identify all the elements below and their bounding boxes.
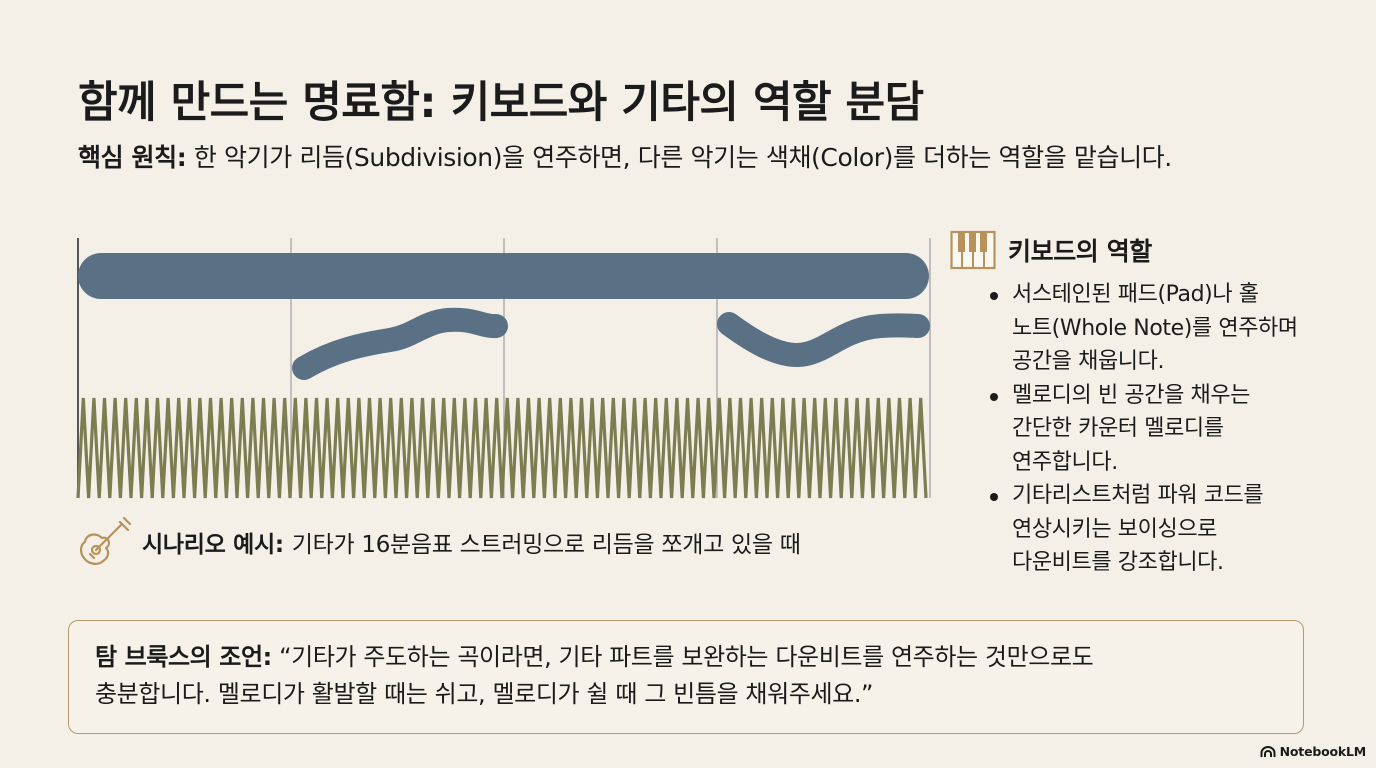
keyboard-role-line: 서스테인된 패드(Pad)나 홀 <box>1012 282 1259 307</box>
quote-label: 탐 브룩스의 조언: <box>95 643 272 671</box>
keyboard-role-panel: 키보드의 역할 서스테인된 패드(Pad)나 홀 노트(Whole Note)를… <box>950 230 1330 580</box>
keyboard-role-title: 키보드의 역할 <box>1008 237 1152 266</box>
keyboard-role-line: 기타리스트처럼 파워 코드를 <box>1012 483 1264 508</box>
keyboard-role-line: 다운비트를 강조합니다. <box>1012 550 1224 575</box>
principle-text: 한 악기가 리듬(Subdivision)을 연주하면, 다른 악기는 색채(C… <box>193 143 1172 172</box>
piano-keys-icon <box>950 230 996 270</box>
guitar-16th-strumming <box>76 397 928 499</box>
brand-label: NotebookLM <box>1279 744 1367 759</box>
keyboard-role-item: 서스테인된 패드(Pad)나 홀 노트(Whole Note)를 연주하며 공간… <box>990 278 1330 379</box>
keyboard-role-list: 서스테인된 패드(Pad)나 홀 노트(Whole Note)를 연주하며 공간… <box>950 278 1330 580</box>
scenario-text: 기타가 16분음표 스트러밍으로 리듬을 쪼개고 있을 때 <box>291 532 801 558</box>
keyboard-role-line: 공간을 채웁니다. <box>1012 349 1165 374</box>
counter-melody-phrase-1 <box>292 307 508 380</box>
bullet-dot <box>990 292 998 300</box>
keyboard-role-line: 멜로디의 빈 공간을 채우는 <box>1012 382 1251 408</box>
advice-quote: 탐 브룩스의 조언: “기타가 주도하는 곡이라면, 기타 파트를 보완하는 다… <box>95 639 1094 713</box>
advice-quote-box: 탐 브룩스의 조언: “기타가 주도하는 곡이라면, 기타 파트를 보완하는 다… <box>68 620 1304 734</box>
quote-line-2: 충분합니다. 멜로디가 활발할 때는 쉬고, 멜로디가 쉴 때 그 빈틈을 채워… <box>95 680 874 708</box>
keyboard-role-line: 간단한 카운터 멜로디를 <box>1012 416 1224 441</box>
keyboard-role-line: 노트(Whole Note)를 연주하며 <box>1012 315 1298 341</box>
principle-label: 핵심 원칙: <box>78 143 187 172</box>
notebooklm-badge: NotebookLM <box>1260 744 1366 759</box>
scenario-label: 시나리오 예시: <box>142 532 284 558</box>
bullet-dot <box>990 493 998 501</box>
quote-text-1: “기타가 주도하는 곡이라면, 기타 파트를 보완하는 다운비트를 연주하는 것… <box>279 643 1094 671</box>
bullet-dot <box>990 392 998 401</box>
acoustic-guitar-icon <box>79 516 132 565</box>
keyboard-role-item: 기타리스트처럼 파워 코드를 연상시키는 보이싱으로 다운비트를 강조합니다. <box>990 479 1330 580</box>
core-principle: 핵심 원칙: 한 악기가 리듬(Subdivision)을 연주하면, 다른 악… <box>78 138 1172 174</box>
counter-melody-phrase-2 <box>717 312 930 367</box>
scenario-example: 시나리오 예시: 기타가 16분음표 스트러밍으로 리듬을 쪼개고 있을 때 <box>76 512 801 572</box>
keyboard-role-line: 연주합니다. <box>1012 449 1118 475</box>
keyboard-role-line: 연상시키는 보이싱으로 <box>1012 516 1217 542</box>
quote-line-1: 탐 브룩스의 조언: “기타가 주도하는 곡이라면, 기타 파트를 보완하는 다… <box>95 639 1094 676</box>
page-title: 함께 만드는 명료함: 키보드와 기타의 역할 분담 <box>78 78 924 128</box>
keyboard-role-header: 키보드의 역할 <box>950 230 1330 270</box>
keyboard-role-item: 멜로디의 빈 공간을 채우는 간단한 카운터 멜로디를 연주합니다. <box>990 379 1330 480</box>
role-diagram <box>76 238 931 499</box>
notebooklm-logo-icon <box>1260 745 1276 757</box>
